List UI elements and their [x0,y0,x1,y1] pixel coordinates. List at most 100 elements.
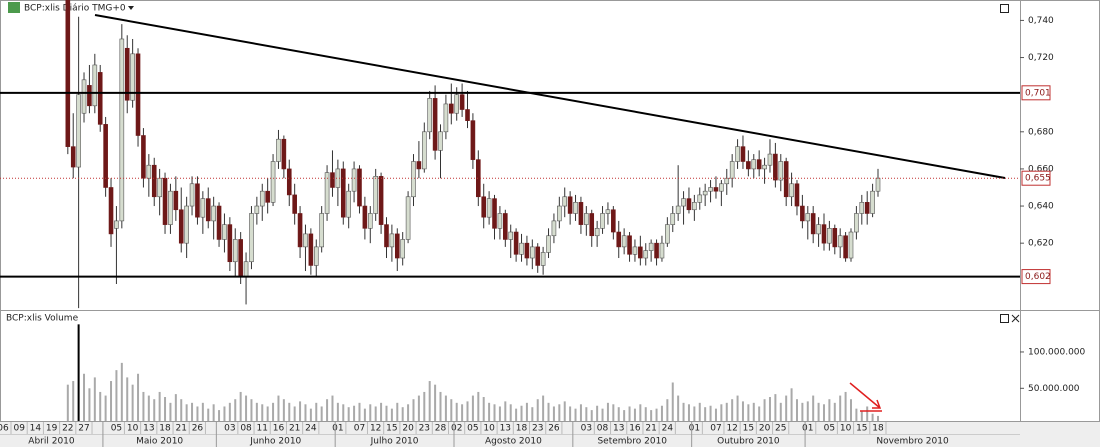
y-tick-label: 0,740 [1028,16,1054,26]
volume-bar [417,395,420,421]
volume-bar [390,408,393,421]
volume-bar [115,370,118,421]
volume-bar [288,402,291,421]
volume-bar [439,391,442,421]
candle-body [627,235,632,255]
volume-bar [153,399,156,421]
dropdown-arrow[interactable] [128,6,134,10]
volume-bar [412,399,415,421]
candle-body [794,183,800,207]
candle-body [524,242,530,259]
candle-body [632,246,638,255]
candle-body [270,161,276,203]
x-tick-label: 23 [419,424,430,434]
volume-bar [812,395,815,421]
close-button[interactable] [1011,314,1020,323]
candle-body [119,38,125,222]
candle-body [276,138,281,162]
x-tick-label: 19 [46,424,58,434]
month-label: Abril 2010 [28,437,75,447]
candle-body [519,242,524,255]
volume-bar [385,405,388,421]
candle-body [729,161,735,179]
volume-bar [687,404,690,421]
candle-body [151,164,157,198]
volume-bar [88,388,91,421]
candle-body [189,183,195,207]
volume-bar [855,408,858,421]
volume-bar [704,407,707,421]
candle-body [259,190,265,207]
trend-line [94,14,1006,179]
candle-body [438,131,443,151]
volume-bar [212,404,215,421]
candle-body [340,168,346,218]
volume-bar [822,404,825,421]
volume-bar [142,391,145,421]
volume-bar [542,395,545,421]
candle-body [778,161,784,181]
volume-bar [315,402,318,421]
month-label: Outubro 2010 [717,437,780,447]
x-tick-label: 16 [273,424,285,434]
month-label: Julho 2010 [370,437,419,447]
candle-body [616,231,622,248]
x-tick-label: 16 [629,424,641,434]
candle-body [486,198,492,218]
volume-bar [396,402,399,421]
volume-bar [488,402,491,421]
volume-bar [93,377,96,421]
x-tick-label: 15 [743,424,754,434]
candle-body [584,213,589,225]
volume-bar [601,408,604,421]
y-tick-label: 0,680 [1028,127,1054,137]
volume-bar [606,402,609,421]
volume-bar [596,405,599,421]
candle-body [324,172,330,214]
volume-bar [839,395,842,421]
maximize-button[interactable] [1000,314,1009,323]
candle-body [557,205,562,222]
candle-body [200,198,206,218]
volume-bar [282,399,285,421]
candle-body [367,213,373,229]
candle-body [211,205,216,222]
month-label: Agosto 2010 [485,437,542,447]
volume-bar [477,391,480,421]
volume-bar [131,384,134,421]
candle-body [65,0,71,147]
x-tick-label: 26 [548,424,560,434]
candle-body [195,183,200,218]
x-tick-label: 28 [435,424,447,434]
volume-bar [482,397,485,421]
candle-body [702,190,708,196]
candle-body [141,135,146,179]
candle-body [232,239,238,263]
x-tick-label: 03 [224,424,235,434]
volume-bar [299,401,302,421]
volume-bar [147,395,150,421]
candle-body [746,161,751,170]
volume-bar [617,407,620,421]
maximize-button[interactable] [1000,4,1009,13]
x-tick-label: 07 [354,424,365,434]
candle-body [810,213,816,235]
candle-body [416,161,422,170]
volume-bar [693,406,696,421]
volume-bar [164,397,167,421]
volume-bar [698,402,701,421]
volume-bar [866,406,869,421]
candle-body [238,239,243,277]
level-box [1021,85,1051,101]
candle-body [648,242,654,251]
last-price-label: 0,655 [1025,174,1051,184]
candle-body [313,246,319,266]
volume-bar [428,381,431,421]
candle-body [675,205,681,214]
level-box [1021,269,1051,285]
candle-body [821,224,827,244]
x-tick-label: 25 [775,424,786,434]
volume-bar [844,391,847,421]
candle-body [124,47,130,101]
